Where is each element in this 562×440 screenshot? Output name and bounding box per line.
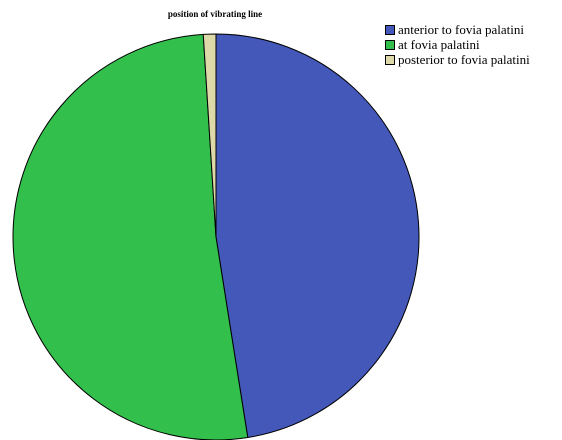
pie-slice-at [12, 33, 249, 440]
legend-swatch-anterior [385, 24, 395, 35]
pie-slices [12, 33, 420, 440]
pie-slice-posterior [202, 33, 217, 238]
chart-title: position of vibrating line [167, 9, 263, 19]
legend: anterior to fovia palatini at fovia pala… [385, 22, 530, 67]
legend-swatch-posterior [385, 54, 395, 65]
pie-slice-anterior [215, 33, 420, 438]
legend-label-posterior: posterior to fovia palatini [398, 51, 530, 67]
legend-swatch-at [385, 39, 395, 50]
legend-item-posterior: posterior to fovia palatini [385, 52, 530, 67]
legend-label-at: at fovia palatini [398, 36, 480, 52]
legend-label-anterior: anterior to fovia palatini [398, 21, 524, 37]
legend-item-anterior: anterior to fovia palatini [385, 22, 530, 37]
legend-item-at: at fovia palatini [385, 37, 530, 52]
